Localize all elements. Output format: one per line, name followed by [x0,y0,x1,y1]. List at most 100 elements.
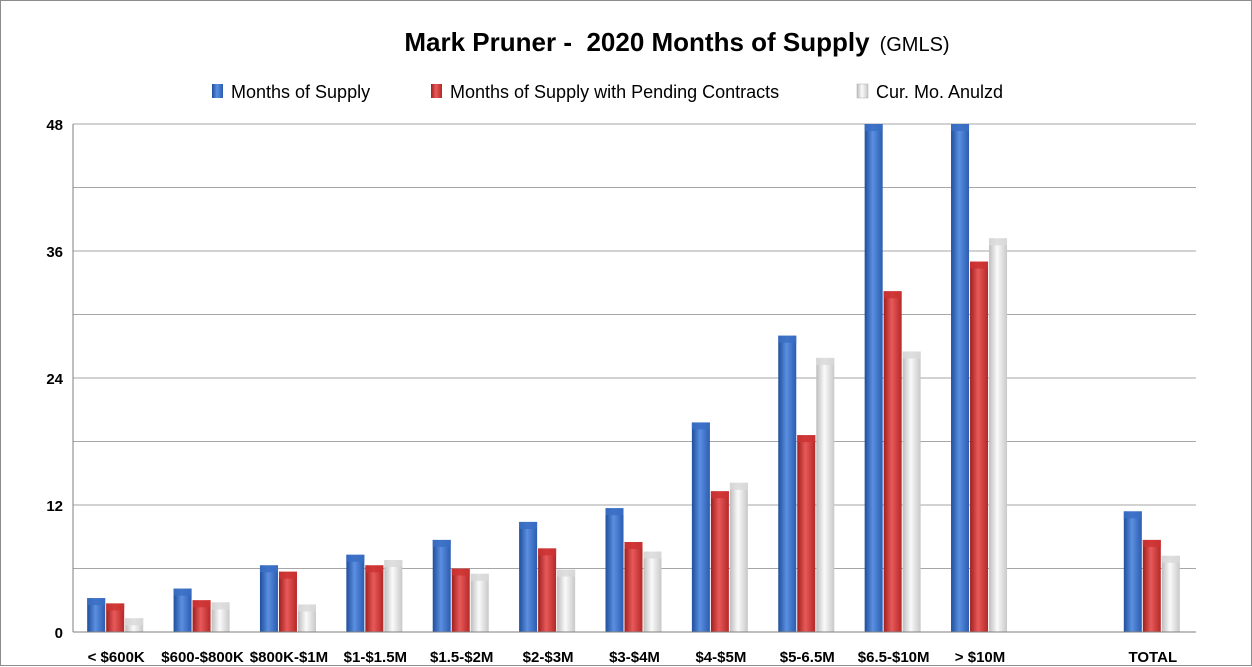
bar-cap [729,482,748,490]
bar-body [729,482,748,632]
legend-item: Months of Supply with Pending Contracts [431,82,779,102]
x-tick-label: $3-$4M [609,649,660,666]
bar-body [173,588,192,632]
bar-body [259,565,278,632]
bar-body [864,124,883,632]
bar-cap [259,565,278,573]
bar-body [1123,511,1142,632]
bar [643,551,662,632]
bar-cap [297,604,316,612]
y-tick-label: 36 [46,244,63,261]
bar-cap [557,569,576,577]
bar-cap [989,238,1008,246]
bar-cap [451,568,470,576]
y-tick-label: 24 [46,371,63,388]
bar [729,482,748,632]
bar-body [106,603,125,632]
bar-cap [1161,555,1180,563]
bar [778,335,797,632]
bar [605,508,624,632]
bar [970,261,989,632]
bar [883,291,902,632]
bar [989,238,1008,633]
bar [1123,511,1142,632]
bar-cap [864,124,883,131]
bar-body [951,124,970,632]
bar-cap [1123,511,1142,519]
bar-cap [87,598,106,606]
bar-body [451,568,470,632]
grid [73,123,1196,569]
x-tick-label: $600-$800K [161,649,244,666]
bar-body [538,548,557,632]
bar [297,604,316,632]
bar-body [557,569,576,632]
bar [624,542,643,632]
bar-cap [902,351,921,359]
bar [864,124,883,632]
bar-cap [365,565,384,573]
bar-body [902,351,921,632]
x-tick-label: $1-$1.5M [344,649,407,666]
x-tick-label: $5-6.5M [780,649,835,666]
bar-body [470,573,489,632]
bar-body [624,542,643,632]
x-tick-label: > $10M [955,649,1005,666]
bar-cap [605,508,624,516]
bar-body [365,565,384,632]
bar-cap [538,548,557,556]
bar [365,565,384,632]
bar [1142,539,1161,632]
chart-title-main: Mark Pruner - 2020 Months of Supply [404,27,870,57]
bar-cap [211,602,230,610]
bar [538,548,557,632]
bar [1161,555,1180,632]
legend-item: Months of Supply [212,82,370,102]
bar [519,521,538,632]
bar [557,569,576,632]
bar [125,618,144,632]
bar-cap [691,422,710,430]
x-tick-label: TOTAL [1129,649,1178,666]
bar-cap [797,435,816,443]
bar-body [384,560,403,632]
bar [106,603,125,632]
bar-body [605,508,624,632]
bar-body [816,357,835,632]
bar [173,588,192,632]
bar-cap [173,588,192,596]
y-tick-label: 12 [46,498,63,515]
bar [432,539,451,632]
axes: 0 12 24 36 48 < $600K $600-$800K $800K-$1M $1-$1… [46,117,1196,666]
bar-body [797,435,816,632]
y-tick-label: 48 [46,117,63,134]
bar-cap [125,618,144,626]
bar-body [778,335,797,632]
bar-body [432,539,451,632]
legend-item: Cur. Mo. Anulzd [856,82,1003,102]
bar-body [346,554,365,632]
bar [902,351,921,632]
bar-cap [192,600,211,608]
bar-body [883,291,902,632]
bar [278,571,297,632]
bar-cap [278,571,297,579]
bar [797,435,816,632]
bar-cap [624,542,643,550]
bar-body [989,238,1008,633]
x-tick-label: < $600K [88,649,145,666]
x-tick-label: $6.5-$10M [858,649,930,666]
bar [192,600,211,632]
bar [346,554,365,632]
bar-cap [778,335,797,343]
bar [211,602,230,632]
bar-cap [432,539,451,547]
bar-cap [384,560,403,568]
legend-swatch [212,84,223,98]
legend-label: Cur. Mo. Anulzd [876,82,1003,102]
bar-cap [106,603,125,611]
legend: Months of Supply Months of Supply with Pe… [212,82,1003,102]
bars [87,124,1180,633]
